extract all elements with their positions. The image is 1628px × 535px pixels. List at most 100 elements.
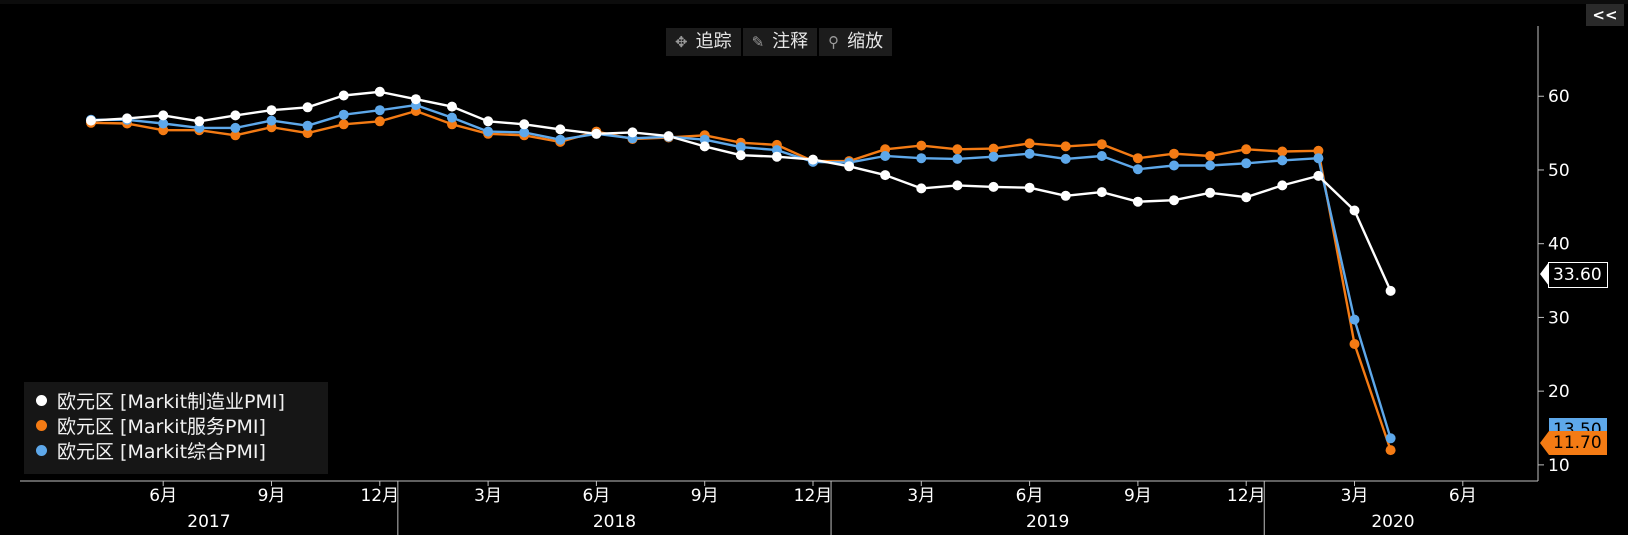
series-point <box>1313 145 1324 156</box>
series-point <box>1349 314 1360 325</box>
x-tick-label: 9月 <box>691 486 719 506</box>
year-label: 2020 <box>1371 512 1414 532</box>
series-point <box>158 118 169 129</box>
series-point <box>338 90 349 101</box>
zoom-label: 缩放 <box>847 31 884 52</box>
series-point <box>1349 205 1360 216</box>
annotate-button[interactable]: ✎ 注释 <box>742 28 818 56</box>
series-point <box>374 105 385 116</box>
series-point <box>880 170 891 181</box>
y-tick-label: 50 <box>1548 161 1570 181</box>
x-tick-label: 6月 <box>582 486 610 506</box>
last-value-tag-services: 11.70 <box>1540 431 1607 455</box>
series-point <box>519 119 530 130</box>
track-label: 追踪 <box>695 31 732 52</box>
series-point <box>1241 158 1252 169</box>
series-point <box>555 134 566 145</box>
series-point <box>122 113 133 124</box>
x-tick-label: 9月 <box>1124 486 1152 506</box>
series-point <box>338 109 349 120</box>
x-tick-label: 6月 <box>149 486 177 506</box>
top-strip <box>0 0 1628 4</box>
series-point <box>627 127 638 138</box>
x-tick-label: 3月 <box>474 486 502 506</box>
series-point <box>1096 139 1107 150</box>
x-tick-label: 12月 <box>794 486 833 506</box>
y-tick-label: 60 <box>1548 87 1570 107</box>
series-point <box>916 153 927 164</box>
series-point <box>735 150 746 161</box>
x-tick-label: 6月 <box>1449 486 1477 506</box>
annotate-label: 注释 <box>772 31 809 52</box>
year-label: 2018 <box>593 512 636 532</box>
series-point <box>916 140 927 151</box>
series-point <box>952 144 963 155</box>
series-point <box>1132 153 1143 164</box>
series-point <box>1024 148 1035 159</box>
pen-icon: ✎ <box>751 33 765 51</box>
series-point <box>230 110 241 121</box>
last-value-tag-manufacturing: 33.60 <box>1540 262 1608 288</box>
series-point <box>699 141 710 152</box>
year-label: 2019 <box>1026 512 1069 532</box>
series-point <box>844 161 855 172</box>
series-point <box>988 151 999 162</box>
series-point <box>1096 187 1107 198</box>
series-point <box>519 127 530 138</box>
series-point <box>1132 196 1143 207</box>
chart-series-points <box>86 86 1396 456</box>
legend-label-composite: 欧元区 [Markit综合PMI] <box>57 441 266 463</box>
series-point <box>1024 138 1035 149</box>
series-point <box>302 102 313 113</box>
series-point <box>880 151 891 161</box>
series-point <box>591 128 602 139</box>
crosshair-icon: ✥ <box>675 33 688 51</box>
series-point <box>1385 285 1396 296</box>
last-value-tag-composite: 13.50 <box>1549 418 1607 432</box>
series-point <box>1241 144 1252 155</box>
legend-item-services: 欧元区 [Markit服务PMI] <box>24 413 328 438</box>
series-point <box>158 110 169 121</box>
chart-legend: 欧元区 [Markit制造业PMI] 欧元区 [Markit服务PMI] 欧元区… <box>24 382 328 474</box>
legend-label-services: 欧元区 [Markit服务PMI] <box>57 416 266 438</box>
series-point <box>1313 153 1324 164</box>
series-point <box>266 105 277 116</box>
track-button[interactable]: ✥ 追踪 <box>666 28 741 56</box>
collapse-panel-button[interactable]: << <box>1586 4 1624 26</box>
series-point <box>230 122 241 133</box>
series-point <box>1205 151 1216 161</box>
series-point <box>771 151 782 162</box>
series-point <box>374 86 385 97</box>
series-point <box>302 120 313 131</box>
x-tick-label: 3月 <box>1341 486 1369 506</box>
legend-item-manufacturing: 欧元区 [Markit制造业PMI] <box>24 388 328 413</box>
series-point <box>302 128 313 139</box>
chart-toolbar: ✥ 追踪 ✎ 注释 ⚲ 缩放 <box>666 28 894 56</box>
zoom-button[interactable]: ⚲ 缩放 <box>819 28 893 56</box>
series-point <box>483 126 494 137</box>
series-point <box>447 112 457 123</box>
series-point <box>952 180 963 191</box>
series-point <box>916 183 927 194</box>
y-tick-label: 10 <box>1548 456 1570 476</box>
series-point <box>194 116 205 127</box>
x-tick-label: 9月 <box>258 486 286 506</box>
series-point <box>1277 180 1288 191</box>
series-point <box>86 115 96 126</box>
series-point <box>1060 190 1071 201</box>
chart-axes: 10 20 30 40 50 60 6月 9月 12月 3月 6月 9月 12月 3月 6月 9月 12月 3月 6… <box>20 26 1570 535</box>
series-point <box>1241 192 1252 203</box>
series-point <box>1169 195 1179 206</box>
legend-item-composite: 欧元区 [Markit综合PMI] <box>24 438 328 463</box>
series-point <box>1060 141 1071 152</box>
magnifier-icon: ⚲ <box>828 33 840 51</box>
series-point <box>1060 153 1071 164</box>
series-point <box>1169 160 1179 171</box>
legend-marker-manufacturing <box>36 395 47 406</box>
series-point <box>1385 445 1396 456</box>
series-point <box>410 94 421 105</box>
series-point <box>808 154 818 165</box>
legend-marker-composite <box>36 445 47 456</box>
y-tick-label: 20 <box>1548 382 1570 402</box>
